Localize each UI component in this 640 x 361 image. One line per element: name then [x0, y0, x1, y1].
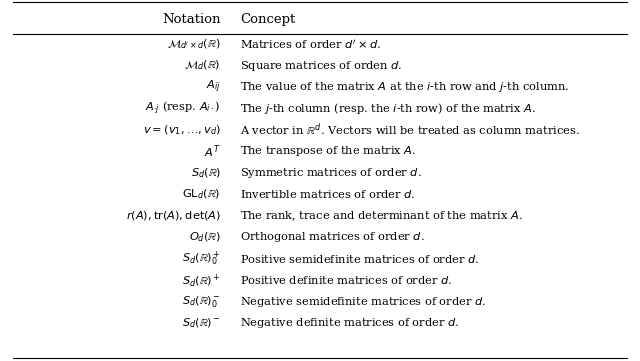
Text: $S_d(\mathbb{R})^+$: $S_d(\mathbb{R})^+$ [182, 272, 221, 289]
Text: $\mathcal{M}_d(\mathbb{R})$: $\mathcal{M}_d(\mathbb{R})$ [184, 59, 221, 72]
Text: $S_d(\mathbb{R})$: $S_d(\mathbb{R})$ [191, 166, 221, 180]
Text: Invertible matrices of order $d$.: Invertible matrices of order $d$. [240, 188, 415, 200]
Text: $A^T$: $A^T$ [204, 143, 221, 160]
Text: Notation: Notation [163, 13, 221, 26]
Text: Square matrices of orden $d$.: Square matrices of orden $d$. [240, 58, 403, 73]
Text: $O_d(\mathbb{R})$: $O_d(\mathbb{R})$ [189, 231, 221, 244]
Text: Matrices of order $d' \times d$.: Matrices of order $d' \times d$. [240, 38, 381, 51]
Text: Symmetric matrices of order $d$.: Symmetric matrices of order $d$. [240, 166, 422, 180]
Text: The rank, trace and determinant of the matrix $A$.: The rank, trace and determinant of the m… [240, 209, 523, 223]
Text: Concept: Concept [240, 13, 295, 26]
Text: Negative definite matrices of order $d$.: Negative definite matrices of order $d$. [240, 316, 459, 330]
Text: The value of the matrix $A$ at the $i$-th row and $j$-th column.: The value of the matrix $A$ at the $i$-t… [240, 80, 569, 94]
Text: Negative semidefinite matrices of order $d$.: Negative semidefinite matrices of order … [240, 295, 486, 309]
Text: $A_{ij}$: $A_{ij}$ [206, 79, 221, 95]
Text: $S_d(\mathbb{R})^-$: $S_d(\mathbb{R})^-$ [182, 317, 221, 330]
Text: $\mathcal{M}_{d'\times d}(\mathbb{R})$: $\mathcal{M}_{d'\times d}(\mathbb{R})$ [167, 37, 221, 51]
Text: Orthogonal matrices of order $d$.: Orthogonal matrices of order $d$. [240, 230, 425, 244]
Text: $\mathrm{GL}_d(\mathbb{R})$: $\mathrm{GL}_d(\mathbb{R})$ [182, 188, 221, 201]
Text: $S_d(\mathbb{R})_0^+$: $S_d(\mathbb{R})_0^+$ [182, 250, 221, 268]
Text: $v = (v_1, \ldots, v_d)$: $v = (v_1, \ldots, v_d)$ [143, 123, 221, 137]
Text: The $j$-th column (resp. the $i$-th row) of the matrix $A$.: The $j$-th column (resp. the $i$-th row)… [240, 101, 536, 116]
Text: Positive semidefinite matrices of order $d$.: Positive semidefinite matrices of order … [240, 253, 479, 265]
Text: $S_d(\mathbb{R})_0^-$: $S_d(\mathbb{R})_0^-$ [182, 294, 221, 309]
Text: A vector in $\mathbb{R}^d$. Vectors will be treated as column matrices.: A vector in $\mathbb{R}^d$. Vectors will… [240, 122, 580, 138]
Text: Positive definite matrices of order $d$.: Positive definite matrices of order $d$. [240, 274, 452, 286]
Text: $A_{\cdot j}$ (resp. $A_{i\cdot}$): $A_{\cdot j}$ (resp. $A_{i\cdot}$) [145, 100, 221, 117]
Text: $r(A), \mathrm{tr}(A), \det(A)$: $r(A), \mathrm{tr}(A), \det(A)$ [125, 209, 221, 222]
Text: The transpose of the matrix $A$.: The transpose of the matrix $A$. [240, 144, 416, 158]
